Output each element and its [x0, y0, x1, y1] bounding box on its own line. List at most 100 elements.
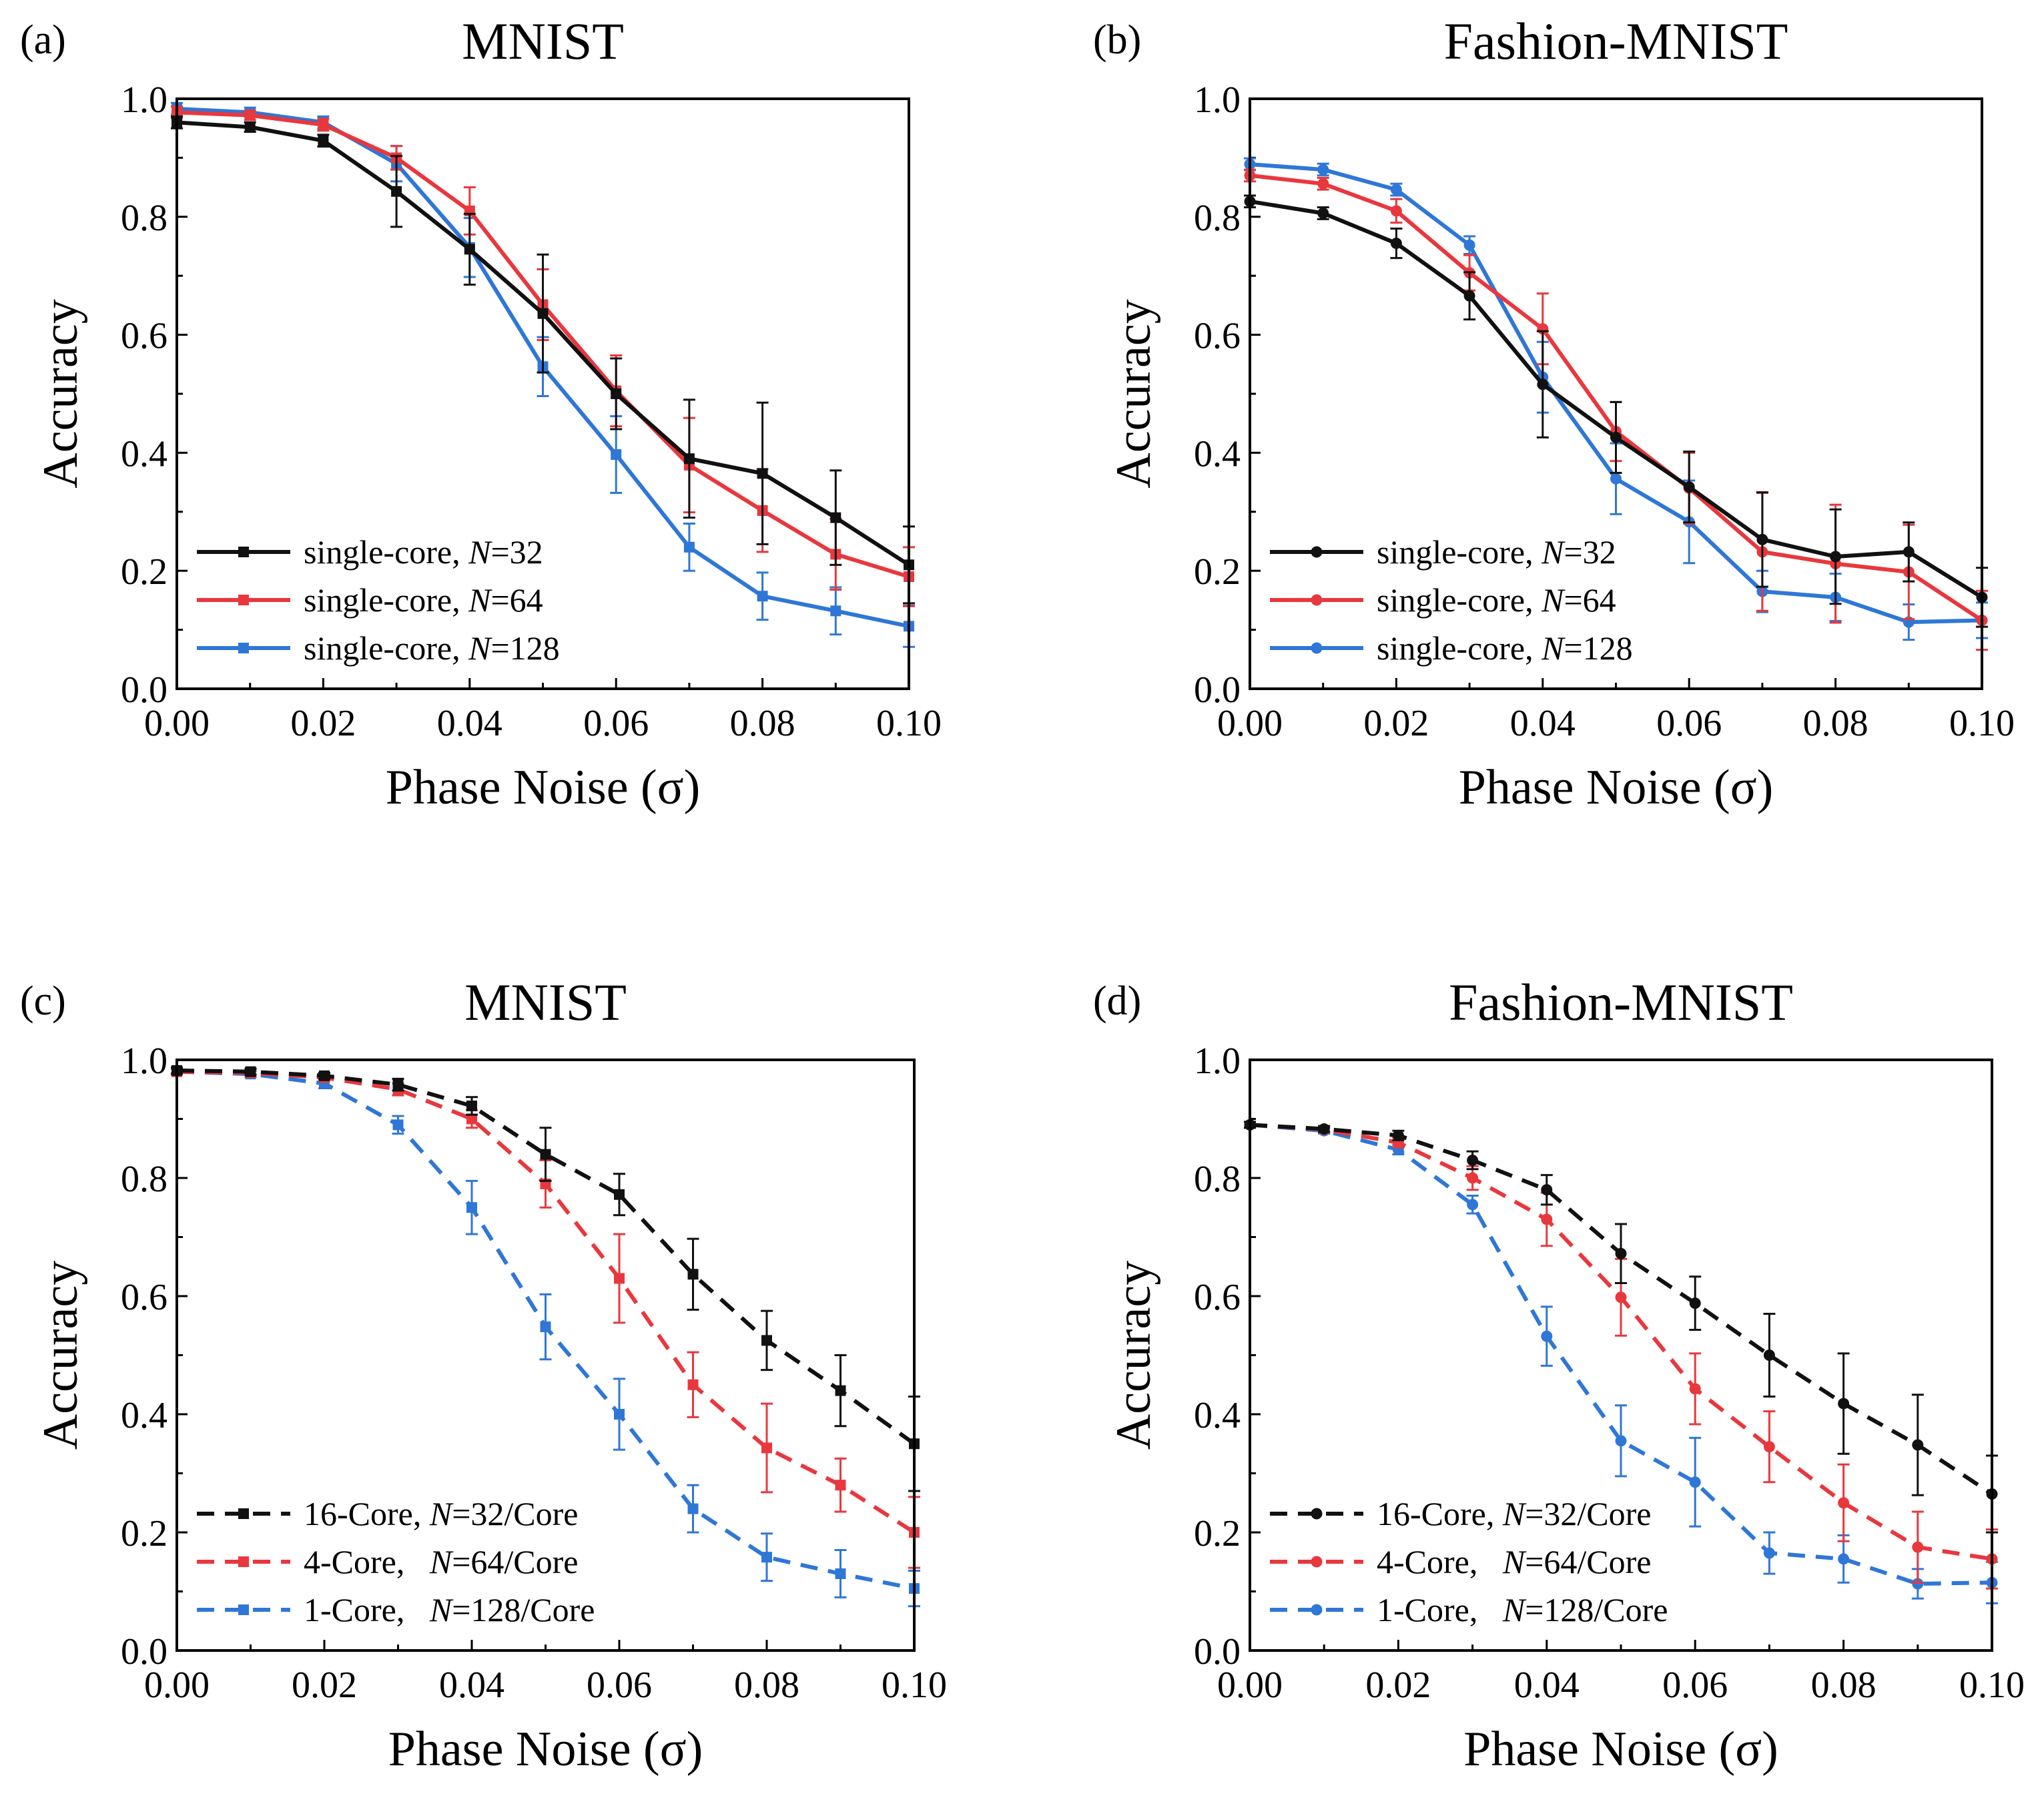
data-point [1392, 1129, 1404, 1141]
data-point [1830, 551, 1842, 563]
legend-text-prefix: 1-Core, [304, 1591, 430, 1628]
x-tick-label: 0.10 [882, 1665, 947, 1706]
y-tick-label: 0.8 [121, 1159, 167, 1200]
x-tick-label: 0.00 [144, 1665, 210, 1706]
legend-text-variable: N [468, 629, 492, 667]
legend-label: single-core, N=32 [1377, 533, 1616, 571]
data-point [537, 308, 549, 319]
data-point [540, 1321, 551, 1333]
legend-marker [238, 1508, 249, 1519]
x-axis-label: Phase Noise (σ) [1463, 1722, 1778, 1777]
legend-text-suffix: =32/Core [1525, 1495, 1651, 1532]
y-tick-label: 0.0 [121, 1631, 167, 1673]
data-point [1467, 1199, 1479, 1211]
data-point [611, 388, 622, 399]
legend-text-variable: N [1502, 1591, 1527, 1628]
plot-frame [176, 97, 910, 690]
data-point [1610, 473, 1622, 485]
y-tick-label: 0.4 [121, 433, 167, 475]
data-point [611, 449, 622, 461]
y-tick-label: 1.0 [1194, 79, 1241, 121]
x-tick-label: 0.08 [1811, 1665, 1877, 1706]
data-point [1838, 1497, 1850, 1509]
data-point [1463, 290, 1475, 302]
data-point [1912, 1578, 1924, 1590]
data-point [835, 1480, 846, 1491]
plot-frame [176, 1059, 916, 1652]
legend-text-prefix: 16-Core, [1377, 1495, 1503, 1532]
legend-text-prefix: single-core, [1377, 533, 1542, 571]
legend-text-suffix: =32 [1564, 533, 1616, 571]
legend-label: 16-Core, N=32/Core [1377, 1495, 1652, 1532]
y-tick-label: 0.2 [121, 551, 167, 593]
legend-marker [238, 547, 249, 557]
series-0 [1244, 1119, 1998, 1534]
legend-marker [1311, 1508, 1323, 1520]
data-point [392, 1119, 404, 1131]
y-tick-label: 0.2 [1194, 1513, 1241, 1554]
legend-marker [1311, 642, 1323, 654]
panel-label: (b) [1093, 17, 1141, 63]
data-point [1541, 1184, 1553, 1196]
legend-text-suffix: =32 [490, 533, 543, 571]
legend-marker [238, 643, 249, 653]
data-point [244, 121, 256, 133]
y-tick-label: 0.6 [1194, 316, 1241, 357]
data-point [687, 1379, 699, 1390]
legend-label: 1-Core, N=128/Core [304, 1591, 595, 1628]
legend-text-suffix: =128 [1564, 629, 1632, 667]
data-point [466, 1202, 477, 1213]
data-point [830, 605, 841, 617]
legend-text-variable: N [468, 533, 492, 571]
chart-panel-3: (d) Fashion-MNIST 0.00 0.02 0.04 0.06 0.08 0.10… [1093, 973, 2025, 1777]
y-tick-label: 0.6 [121, 316, 167, 357]
panel-label: (a) [20, 17, 66, 63]
y-tick-label: 0.6 [1194, 1277, 1241, 1318]
x-tick-label: 0.00 [144, 703, 210, 744]
legend-text-prefix: single-core, [304, 581, 468, 619]
legend-text-variable: N [429, 1543, 454, 1580]
data-point [1537, 378, 1549, 390]
legend-marker [1311, 1556, 1323, 1568]
x-tick-label: 0.02 [1365, 1665, 1431, 1706]
panel-label: (c) [20, 978, 66, 1024]
legend-text-suffix: =64/Core [1525, 1543, 1651, 1580]
data-point [1610, 431, 1622, 443]
legend-label: single-core, N=64 [304, 581, 543, 619]
legend-text-prefix: single-core, [1377, 629, 1542, 667]
legend-label: 1-Core, N=128/Core [1377, 1591, 1668, 1628]
series-0 [1244, 194, 1988, 628]
data-point [245, 1066, 256, 1077]
data-point [1317, 207, 1329, 219]
data-point [318, 119, 329, 130]
legend-marker [238, 1604, 249, 1615]
legend-label: single-core, N=128 [304, 629, 560, 667]
chart-panel-1: (b) Fashion-MNIST 0.00 0.02 0.04 0.06 0.08 0.10… [1093, 12, 2015, 815]
data-point [1912, 1439, 1924, 1451]
data-point [1317, 178, 1329, 190]
x-tick-label: 0.06 [583, 703, 649, 744]
legend-label: single-core, N=32 [304, 533, 543, 571]
data-point [391, 186, 402, 197]
series-line [176, 1068, 916, 1446]
y-tick-label: 1.0 [121, 79, 167, 121]
y-tick-label: 0.4 [1194, 1395, 1241, 1436]
data-point [464, 244, 475, 255]
legend-text-suffix: =128/Core [452, 1591, 595, 1628]
y-tick-label: 0.0 [1194, 1631, 1241, 1673]
legend-text-prefix: 1-Core, [1377, 1591, 1503, 1628]
x-tick-label: 0.06 [1656, 703, 1722, 744]
legend-text-prefix: 4-Core, [304, 1543, 430, 1580]
data-point [1756, 533, 1768, 545]
legend-text-suffix: =128 [490, 629, 559, 667]
legend-label: 16-Core, N=32/Core [304, 1495, 579, 1532]
data-point [1838, 1553, 1850, 1565]
y-tick-label: 0.2 [1194, 551, 1241, 593]
legend-text-variable: N [468, 581, 492, 619]
legend-marker [1311, 546, 1323, 558]
chart-title: MNIST [464, 973, 627, 1031]
x-tick-label: 0.02 [1363, 703, 1429, 744]
data-point [466, 1113, 477, 1125]
data-point [1689, 1297, 1701, 1309]
data-point [244, 109, 256, 121]
